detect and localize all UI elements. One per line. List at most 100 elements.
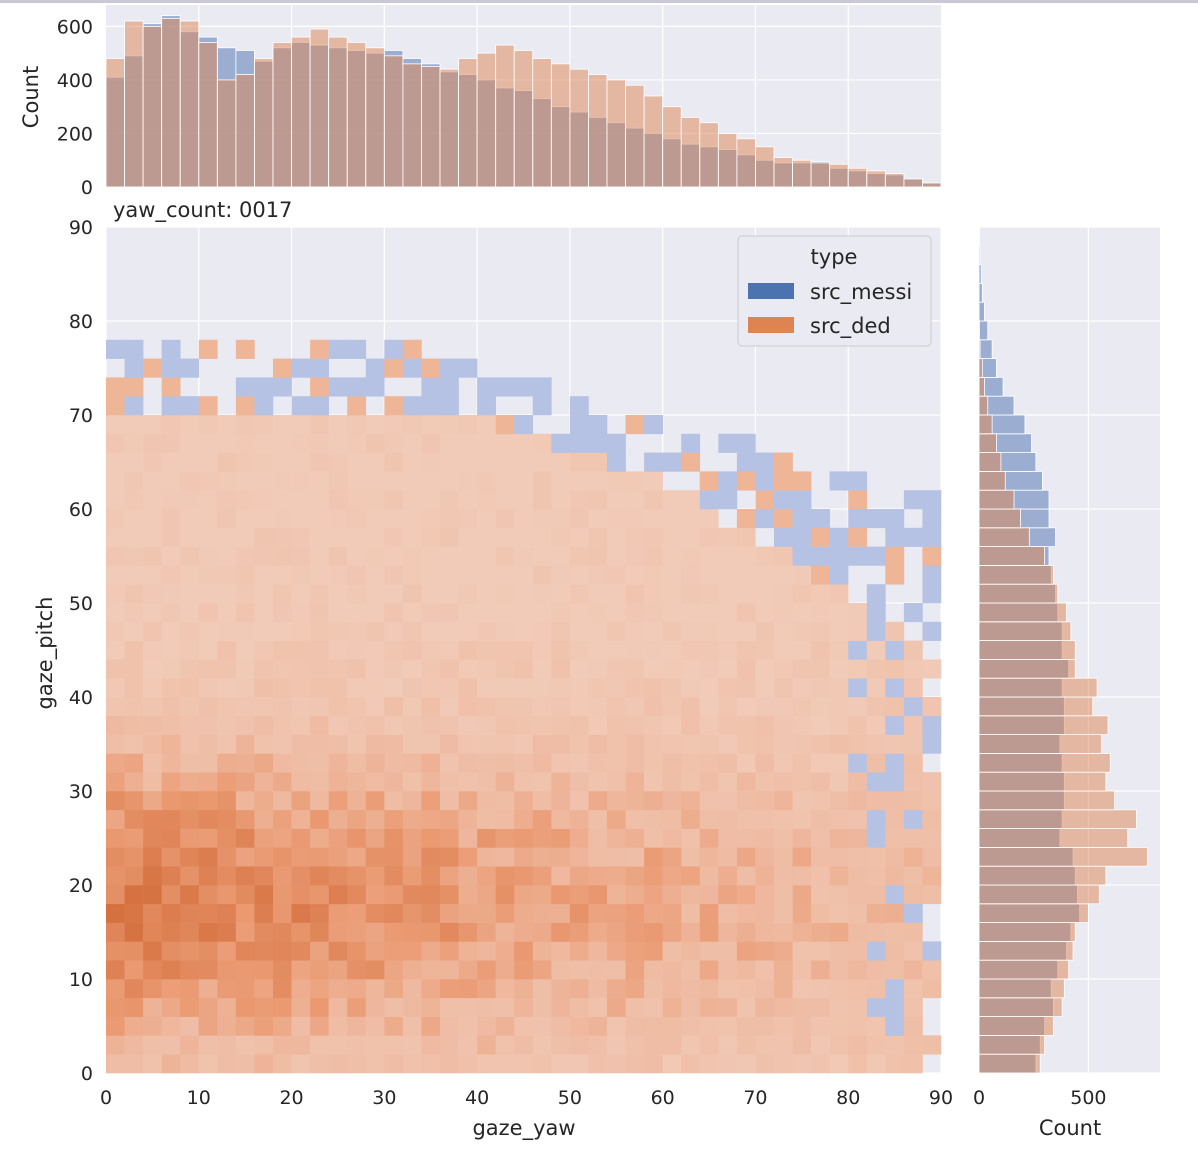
heatmap-cell: [588, 828, 608, 848]
heatmap-cell: [736, 885, 756, 905]
heatmap-cell: [217, 791, 237, 811]
heatmap-cell: [291, 546, 311, 566]
heatmap-cell: [588, 715, 608, 735]
heatmap-cell: [235, 828, 255, 848]
heatmap-cell: [495, 922, 515, 942]
heatmap-cell: [514, 659, 534, 679]
heatmap-cell: [477, 1054, 496, 1074]
heatmap-cell: [217, 527, 237, 547]
heatmap-cell: [607, 1035, 626, 1055]
heatmap-cell: [273, 471, 292, 491]
heatmap-cell: [458, 772, 478, 792]
heatmap-cell: [514, 847, 534, 867]
heatmap-cell: [885, 621, 905, 641]
heatmap-cell: [495, 697, 515, 717]
legend[interactable]: type src_messi src_ded: [737, 235, 932, 347]
heatmap-cell: [551, 866, 571, 886]
heatmap-cell: [421, 433, 441, 453]
heatmap-cell: [143, 809, 162, 829]
heatmap-cell: [662, 584, 682, 604]
heatmap-cell: [811, 678, 830, 698]
heatmap-cell: [254, 847, 274, 867]
heatmap-cell: [180, 1016, 200, 1036]
heatmap-cell: [922, 490, 942, 510]
heatmap-cell: [885, 903, 905, 923]
heatmap-cell: [273, 659, 292, 679]
heatmap-cell: [903, 979, 923, 999]
heatmap-cell: [402, 1054, 422, 1074]
heatmap-cell: [551, 1054, 571, 1074]
heatmap-cell: [625, 997, 645, 1017]
marginal-y-bar-src-ded: [978, 621, 1072, 641]
marginal-x-bar-src-ded: [309, 28, 330, 188]
heatmap-cell: [792, 490, 812, 510]
heatmap-cell: [365, 1054, 385, 1074]
heatmap-cell: [365, 415, 385, 435]
heatmap-cell: [402, 903, 422, 923]
heatmap-cell: [792, 791, 812, 811]
heatmap-cell: [273, 828, 292, 848]
heatmap-cell: [718, 866, 738, 886]
heatmap-cell: [811, 941, 830, 961]
heatmap-cell: [811, 791, 830, 811]
heatmap-cell: [310, 1054, 329, 1074]
heatmap-cell: [328, 941, 348, 961]
heatmap-cell: [681, 809, 701, 829]
heatmap-cell: [903, 527, 923, 547]
heatmap-cell: [477, 1016, 496, 1036]
heatmap-cell: [681, 640, 701, 660]
heatmap-cell: [310, 979, 329, 999]
heatmap-cell: [718, 603, 738, 623]
heatmap-cell: [607, 809, 626, 829]
heatmap-cell: [755, 885, 775, 905]
heatmap-cell: [347, 1016, 367, 1036]
heatmap-cell: [551, 885, 571, 905]
marginal-y-bar-src-ded: [978, 1035, 1046, 1055]
heatmap-cell: [699, 584, 719, 604]
heatmap-cell: [514, 885, 534, 905]
heatmap-cell: [310, 885, 329, 905]
heatmap-cell: [569, 734, 589, 754]
heatmap-cell: [291, 941, 311, 961]
heatmap-cell: [829, 979, 849, 999]
heatmap-cell: [161, 941, 181, 961]
heatmap-cell: [143, 621, 162, 641]
heatmap-cell: [180, 809, 200, 829]
heatmap-cell: [365, 1016, 385, 1036]
heatmap-cell: [774, 809, 793, 829]
heatmap-cell: [124, 565, 144, 585]
heatmap-cell: [198, 527, 218, 547]
heatmap-cell: [421, 828, 441, 848]
marginal-y-bar-src-ded: [978, 903, 1089, 923]
heatmap-cell: [588, 997, 608, 1017]
marginal-x-ytick-label: 400: [57, 70, 93, 92]
heatmap-cell: [718, 997, 738, 1017]
heatmap-cell: [681, 678, 701, 698]
heatmap-cell: [421, 697, 441, 717]
heatmap-cell: [124, 527, 144, 547]
heatmap-cell: [273, 922, 292, 942]
heatmap-cell: [310, 339, 329, 359]
heatmap-cell: [477, 527, 496, 547]
heatmap-cell: [569, 809, 589, 829]
heatmap-cell: [477, 565, 496, 585]
marginal-x-bar-src-ded: [532, 58, 552, 188]
heatmap-cell: [829, 621, 849, 641]
heatmap-cell: [588, 753, 608, 773]
heatmap-cell: [699, 941, 719, 961]
heatmap-cell: [625, 922, 645, 942]
heatmap-cell: [458, 734, 478, 754]
heatmap-cell: [402, 509, 422, 529]
heatmap-cell: [291, 584, 311, 604]
heatmap-cell: [254, 415, 274, 435]
heatmap-cell: [291, 715, 311, 735]
heatmap-cell: [384, 358, 404, 378]
heatmap-cell: [644, 490, 663, 510]
heatmap-cell: [402, 358, 422, 378]
heatmap-cell: [310, 565, 329, 585]
heatmap-cell: [198, 866, 218, 886]
main-xtick-label: 80: [836, 1087, 860, 1109]
heatmap-cell: [328, 433, 348, 453]
heatmap-cell: [310, 1016, 329, 1036]
heatmap-cell: [532, 997, 552, 1017]
